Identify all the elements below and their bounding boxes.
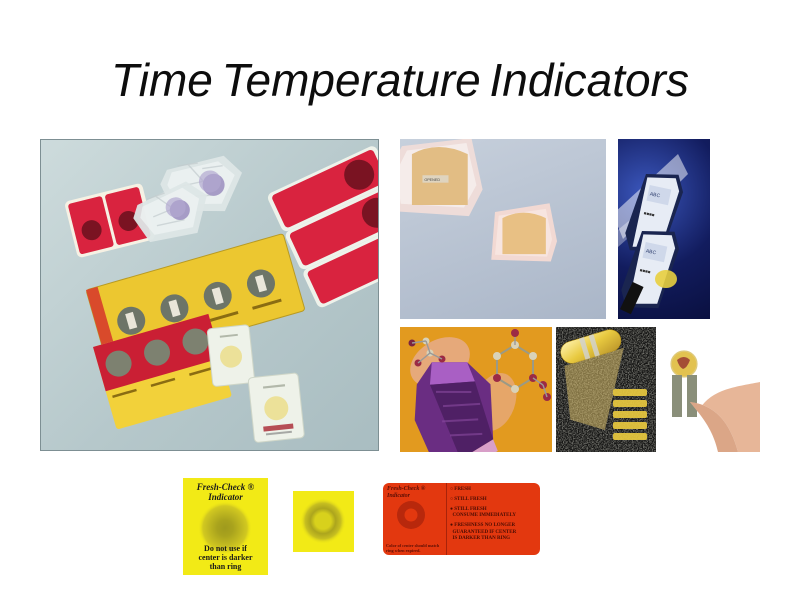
svg-text:OPENED: OPENED: [424, 178, 440, 182]
